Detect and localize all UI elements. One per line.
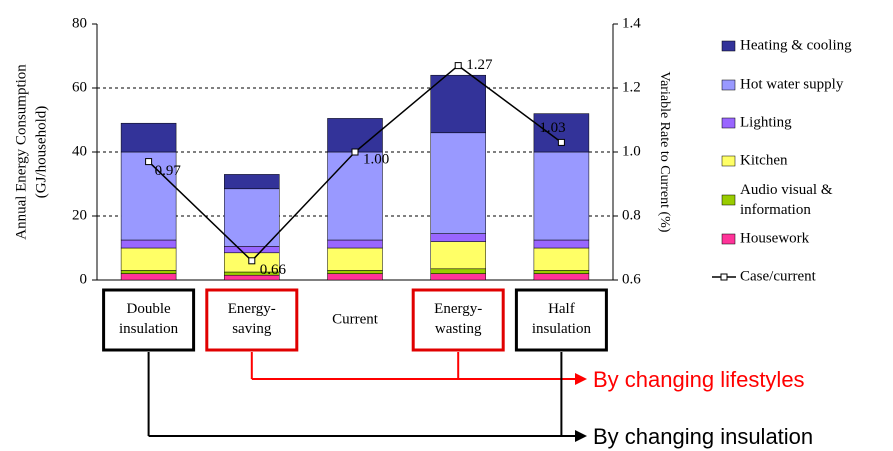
y-tick-label: 60 <box>72 79 87 95</box>
y-tick-label: 80 <box>72 15 87 31</box>
bar-segment <box>120 151 177 241</box>
legend-label: Lighting <box>740 114 792 130</box>
legend-swatch <box>721 79 736 91</box>
legend-label-line: information <box>740 202 811 218</box>
bar-segment <box>224 246 280 254</box>
marker <box>557 138 565 146</box>
x-tick-label-line: Half <box>548 301 575 317</box>
y2-tick-label: 1.4 <box>622 15 641 31</box>
legend-label: Housework <box>740 230 810 246</box>
annotation: By changing lifestyles <box>593 367 805 392</box>
bar-segment <box>327 151 383 241</box>
data-label: 0.97 <box>155 163 182 179</box>
marker <box>248 257 256 265</box>
bar-segment <box>120 247 177 271</box>
bar-segment <box>327 239 383 249</box>
legend-swatch <box>721 194 736 206</box>
legend-label: Case/current <box>740 268 817 284</box>
legend-marker <box>720 273 728 281</box>
bar-segment <box>120 270 177 274</box>
bar-segment <box>533 270 590 274</box>
data-label: 1.00 <box>363 151 389 167</box>
y-axis-label: (GJ/household) <box>33 106 49 199</box>
bar-segment <box>430 74 486 134</box>
bar-segment <box>120 122 177 153</box>
category-box <box>102 288 196 352</box>
y2-tick-label: 0.6 <box>622 271 641 287</box>
x-tick-label: Energy-saving <box>228 301 276 337</box>
marker <box>145 158 153 166</box>
x-tick-label: Energy-wasting <box>434 301 482 337</box>
arrowhead <box>575 373 587 385</box>
data-label: 1.27 <box>466 57 493 73</box>
legend-label: Hot water supply <box>740 76 844 92</box>
bar-segment <box>327 118 383 153</box>
x-tick-label: Half insulation <box>532 301 592 337</box>
category-box <box>514 288 608 352</box>
bar-segment <box>430 273 486 281</box>
bar-segment <box>533 239 590 249</box>
x-tick-label: Current <box>332 311 379 327</box>
x-tick-label-line: wasting <box>435 321 482 337</box>
x-tick-label-line: insulation <box>119 321 179 337</box>
bar-segment <box>533 273 590 281</box>
bar-segment <box>533 151 590 241</box>
legend-swatch <box>721 233 736 245</box>
x-tick-label-line: saving <box>232 321 272 337</box>
bar-segment <box>224 174 280 190</box>
legend-label: Audio visual & information <box>740 182 833 218</box>
x-tick-label: Double insulation <box>119 301 179 337</box>
bar-segment <box>120 239 177 249</box>
y2-tick-label: 0.8 <box>622 207 641 223</box>
annotation: By changing insulation <box>593 424 813 449</box>
legend-swatch <box>721 40 736 52</box>
legend-swatch <box>721 117 736 129</box>
bar-segment <box>224 188 280 247</box>
bar-segment <box>430 268 486 274</box>
y-tick-label: 0 <box>80 271 88 287</box>
category-box <box>205 288 299 352</box>
bar-segment <box>430 132 486 234</box>
x-tick-label-line: Energy- <box>228 301 276 317</box>
x-tick-label-line: Energy- <box>434 301 482 317</box>
x-tick-label-line: insulation <box>532 321 592 337</box>
legend-swatch <box>721 155 736 167</box>
arrowhead <box>575 430 587 442</box>
data-label: 0.66 <box>260 262 287 278</box>
bar-segment <box>327 247 383 271</box>
legend-label: Kitchen <box>740 152 788 168</box>
y-tick-label: 40 <box>72 143 87 159</box>
legend-label: Heating & cooling <box>740 37 852 53</box>
y-axis-label: Annual Energy Consumption <box>13 64 29 240</box>
marker <box>351 148 359 156</box>
data-label: 1.03 <box>539 120 565 136</box>
bar-segment <box>120 273 177 281</box>
y-tick-label: 20 <box>72 207 87 223</box>
bar-segment <box>430 233 486 242</box>
category-box <box>411 288 505 352</box>
bar-segment <box>430 241 486 270</box>
bar-segment <box>327 270 383 274</box>
x-tick-label-line: Double <box>127 301 172 317</box>
y2-tick-label: 1.0 <box>622 143 641 159</box>
marker <box>454 62 462 70</box>
y2-tick-label: 1.2 <box>622 79 641 95</box>
y2-axis-label: Variable Rate to Current (%) <box>657 72 672 233</box>
bar-segment <box>533 247 590 271</box>
legend-label-line: Audio visual & <box>740 182 833 198</box>
bar-segment <box>327 273 383 281</box>
